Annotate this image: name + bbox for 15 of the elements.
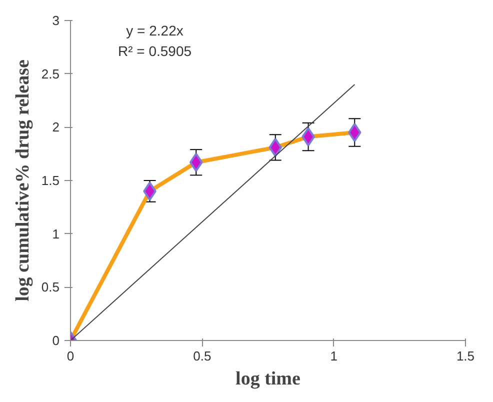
- x-tick-label: 1: [330, 348, 338, 364]
- y-tick-label: 0: [52, 333, 60, 348]
- y-tick-label: 1.5: [41, 173, 60, 188]
- annotation: R² = 0.5905: [118, 42, 192, 59]
- x-tick-label: 0: [66, 348, 74, 364]
- annotation: y = 2.22x: [126, 22, 184, 39]
- y-tick-label: 1: [52, 226, 60, 242]
- y-tick-label: 3: [52, 13, 60, 28]
- x-axis-title: log time: [236, 368, 300, 390]
- x-tick-label: 1.5: [456, 348, 475, 364]
- y-axis-title: log cumulative% drug release: [12, 60, 34, 302]
- y-tick-label: 2: [52, 120, 60, 135]
- y-tick-label: 0.5: [41, 280, 60, 295]
- y-tick-label: 2.5: [41, 66, 60, 82]
- x-tick-label: 0.5: [193, 348, 212, 364]
